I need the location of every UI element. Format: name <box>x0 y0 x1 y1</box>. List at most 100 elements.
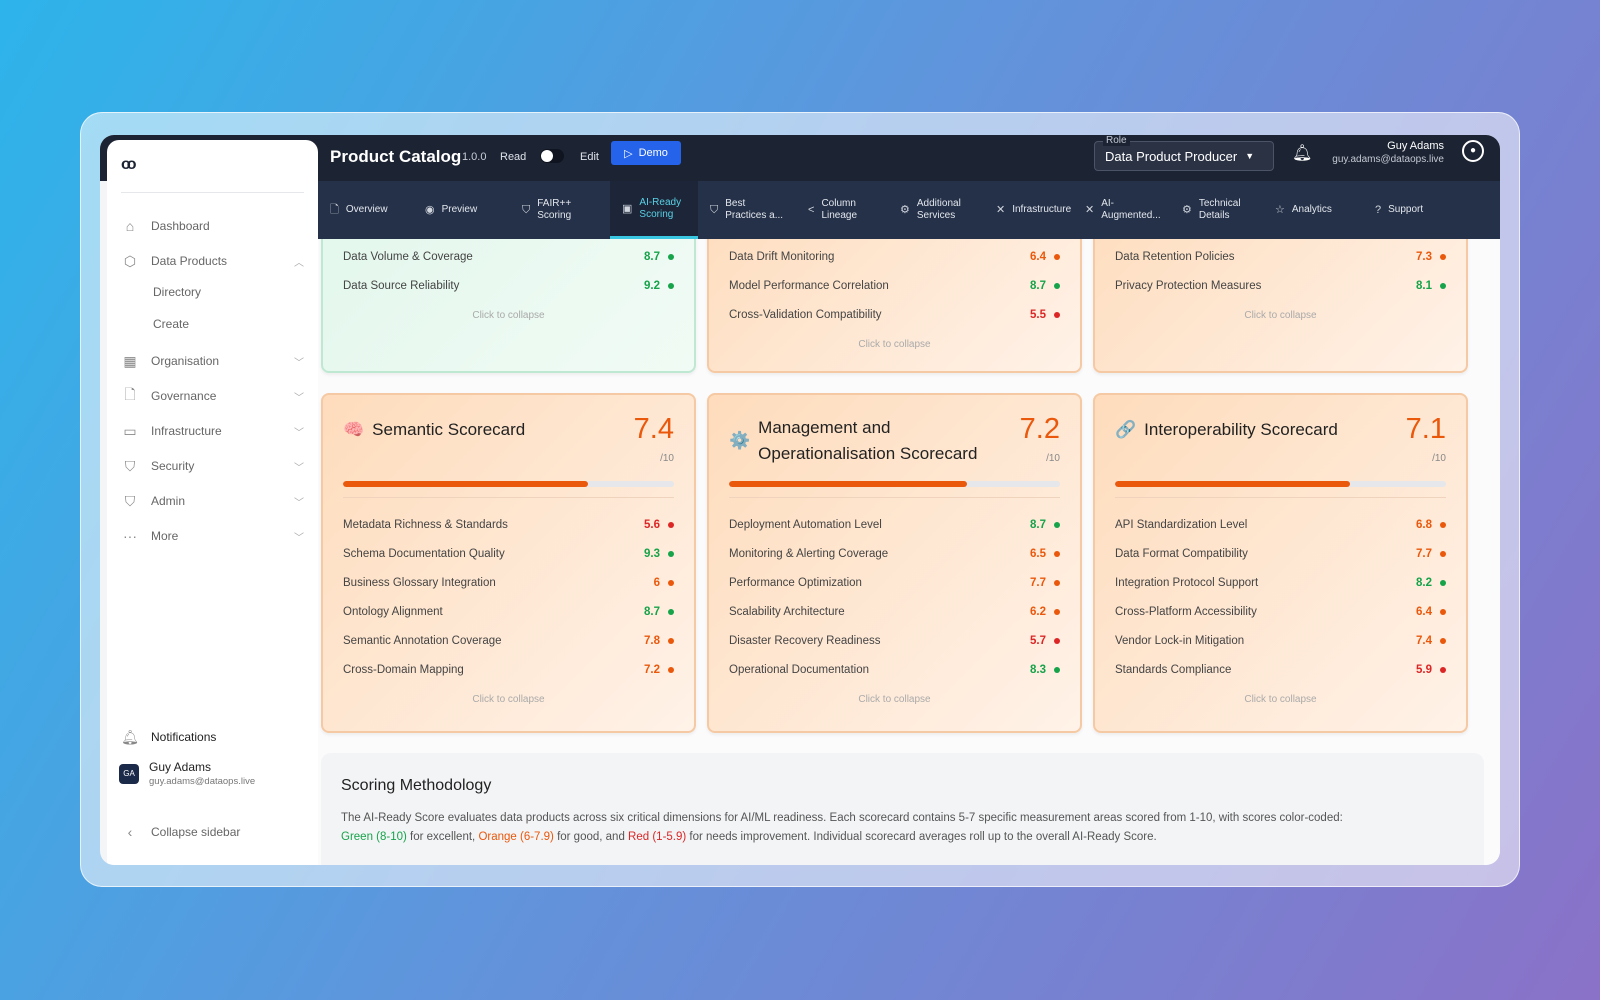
metric-name: Model Performance Correlation <box>729 280 889 292</box>
tab-column-lineage[interactable]: < Column Lineage <box>796 181 888 239</box>
click-to-collapse[interactable]: Click to collapse <box>1244 694 1317 705</box>
scorecard[interactable]: 🧠 Semantic Scorecard 7.4/10 Metadata Richne… <box>321 393 696 733</box>
metric-row: Data Retention Policies 7.3 <box>1115 247 1446 267</box>
scorecard[interactable]: ⚙️ Management and Operationalisation Scor… <box>707 393 1082 733</box>
metric-row: Deployment Automation Level 8.7 <box>729 515 1060 535</box>
metric-score: 6.2 <box>1030 606 1046 618</box>
tab-additional-services[interactable]: ⚙ Additional Services <box>888 181 984 239</box>
help-icon: ? <box>1375 204 1382 216</box>
status-dot <box>668 551 674 557</box>
scorecard[interactable]: 🔗 Interoperability Scorecard 7.1/10 API Sta… <box>1093 393 1468 733</box>
divider <box>729 497 1060 498</box>
metric-score: 8.7 <box>644 606 660 618</box>
tab-best-practices-a[interactable]: ⛉ Best Practices a... <box>698 181 796 239</box>
click-to-collapse[interactable]: Click to collapse <box>472 694 545 705</box>
metric-name: Deployment Automation Level <box>729 519 882 531</box>
scorecard-score: 7.4 <box>633 413 674 445</box>
scorecard-icon: 🧠 <box>343 420 365 439</box>
sidebar-item-more[interactable]: ··· More ﹀ <box>121 522 304 550</box>
building-icon: ▦ <box>123 352 137 369</box>
scorecard-title-text: Management and Operationalisation Scorec… <box>758 418 978 463</box>
tab-ai-ready-scoring[interactable]: ▣ AI-Ready Scoring <box>610 181 698 239</box>
user-avatar-icon[interactable]: ● <box>1462 140 1484 162</box>
status-dot <box>668 580 674 586</box>
metric-score: 7.3 <box>1416 251 1432 263</box>
user-name: Guy Adams <box>1387 140 1444 152</box>
sidebar-item-infrastructure[interactable]: ▭ Infrastructure ﹀ <box>121 417 304 445</box>
chevron-down-icon: ﹀ <box>294 497 304 509</box>
bell-icon[interactable]: 🔔︎ <box>1292 145 1313 162</box>
app-window: Product Catalog 1.0.0 Read Edit ▷ Demo Ro… <box>100 135 1500 865</box>
metric-score: 9.2 <box>644 280 660 292</box>
demo-button[interactable]: ▷ Demo <box>611 141 681 165</box>
tab-analytics[interactable]: ☆ Analytics <box>1263 181 1363 239</box>
divider <box>1115 497 1446 498</box>
metric-card[interactable]: Data Drift Monitoring 6.4 Model Performanc… <box>707 239 1082 373</box>
read-edit-toggle[interactable] <box>540 149 564 163</box>
metric-score: 8.2 <box>1416 577 1432 589</box>
tab-infrastructure[interactable]: ✕ Infrastructure <box>984 181 1073 239</box>
status-dot <box>1440 522 1446 528</box>
sidebar-item-admin[interactable]: ⛉ Admin ﹀ <box>121 487 304 515</box>
role-select[interactable]: Role Data Product Producer ▼ <box>1094 135 1274 171</box>
metric-row: API Standardization Level 6.8 <box>1115 515 1446 535</box>
metric-score: 8.1 <box>1416 280 1432 292</box>
notifications-label: Notifications <box>151 730 217 744</box>
drive-icon: ▭ <box>123 422 137 439</box>
click-to-collapse[interactable]: Click to collapse <box>472 310 545 321</box>
methodology-text-1: The AI-Ready Score evaluates data produc… <box>341 812 1343 824</box>
metric-name: Data Source Reliability <box>343 280 460 292</box>
sidebar-item-data-products[interactable]: ⬡ Data Products ︿ <box>121 247 304 275</box>
tab-label: Overview <box>345 204 388 215</box>
methodology-text-4: for needs improvement. Individual scorec… <box>686 831 1157 843</box>
metric-name: Data Retention Policies <box>1115 251 1235 263</box>
legend-green: Green (8-10) <box>341 831 407 843</box>
sidebar-subitem-create[interactable]: Create <box>153 317 190 331</box>
status-dot <box>668 638 674 644</box>
status-dot <box>1440 283 1446 289</box>
home-icon: ⌂ <box>125 218 135 234</box>
status-dot <box>1054 638 1060 644</box>
tab-technical-details[interactable]: ⚙ Technical Details <box>1170 181 1263 239</box>
sidebar-item-organisation[interactable]: ▦ Organisation ﹀ <box>121 347 304 375</box>
tab-fair-scoring[interactable]: ⛉ FAIR++ Scoring <box>510 181 610 239</box>
play-icon: ▷ <box>624 147 633 160</box>
status-dot <box>668 283 674 289</box>
user-info: Guy Adams guy.adams@dataops.live <box>1332 139 1444 167</box>
score-progress-bar <box>729 481 1060 487</box>
status-dot <box>1440 638 1446 644</box>
click-to-collapse[interactable]: Click to collapse <box>858 694 931 705</box>
metric-card[interactable]: Data Retention Policies 7.3 Privacy Protec… <box>1093 239 1468 373</box>
metric-card[interactable]: Data Volume & Coverage 8.7 Data Source Rel… <box>321 239 696 373</box>
tab-ai-augmented[interactable]: ✕ AI-Augmented... <box>1073 181 1170 239</box>
tab-label: AI-Ready Scoring <box>639 196 682 220</box>
tab-support[interactable]: ? Support <box>1363 181 1500 239</box>
metric-name: Cross-Validation Compatibility <box>729 309 882 321</box>
sidebar-item-governance[interactable]: 🗋 Governance ﹀ <box>121 382 304 410</box>
metric-row: Privacy Protection Measures 8.1 <box>1115 276 1446 296</box>
tab-label: Additional Services <box>916 198 961 221</box>
tab-preview[interactable]: ◉ Preview <box>413 181 510 239</box>
collapse-sidebar-button[interactable]: ‹ Collapse sidebar <box>121 818 304 846</box>
chevron-up-icon: ︿ <box>294 257 304 269</box>
role-label: Role <box>1103 135 1130 146</box>
tools-icon: ✕ <box>1085 204 1095 216</box>
status-dot <box>1440 580 1446 586</box>
tab-overview[interactable]: 🗋 Overview <box>318 181 413 239</box>
click-to-collapse[interactable]: Click to collapse <box>1244 310 1317 321</box>
scorecard-title: 🧠 Semantic Scorecard <box>343 417 623 443</box>
sidebar-subitem-directory[interactable]: Directory <box>153 285 202 299</box>
sidebar-item-label: Dashboard <box>151 219 210 233</box>
metric-row: Scalability Architecture 6.2 <box>729 602 1060 622</box>
sidebar-item-security[interactable]: ⛉ Security ﹀ <box>121 452 304 480</box>
metric-score: 7.7 <box>1416 548 1432 560</box>
metric-row: Data Volume & Coverage 8.7 <box>343 247 674 267</box>
sidebar-item-dashboard[interactable]: ⌂ Dashboard <box>121 212 304 240</box>
score-progress-fill <box>343 481 588 487</box>
scorecard-title-text: Interoperability Scorecard <box>1144 420 1338 439</box>
status-dot <box>1054 580 1060 586</box>
share-icon: < <box>808 204 815 216</box>
notifications-link[interactable]: 🔔︎ Notifications <box>121 723 304 751</box>
click-to-collapse[interactable]: Click to collapse <box>858 339 931 350</box>
tab-label: AI-Augmented... <box>1101 198 1161 221</box>
